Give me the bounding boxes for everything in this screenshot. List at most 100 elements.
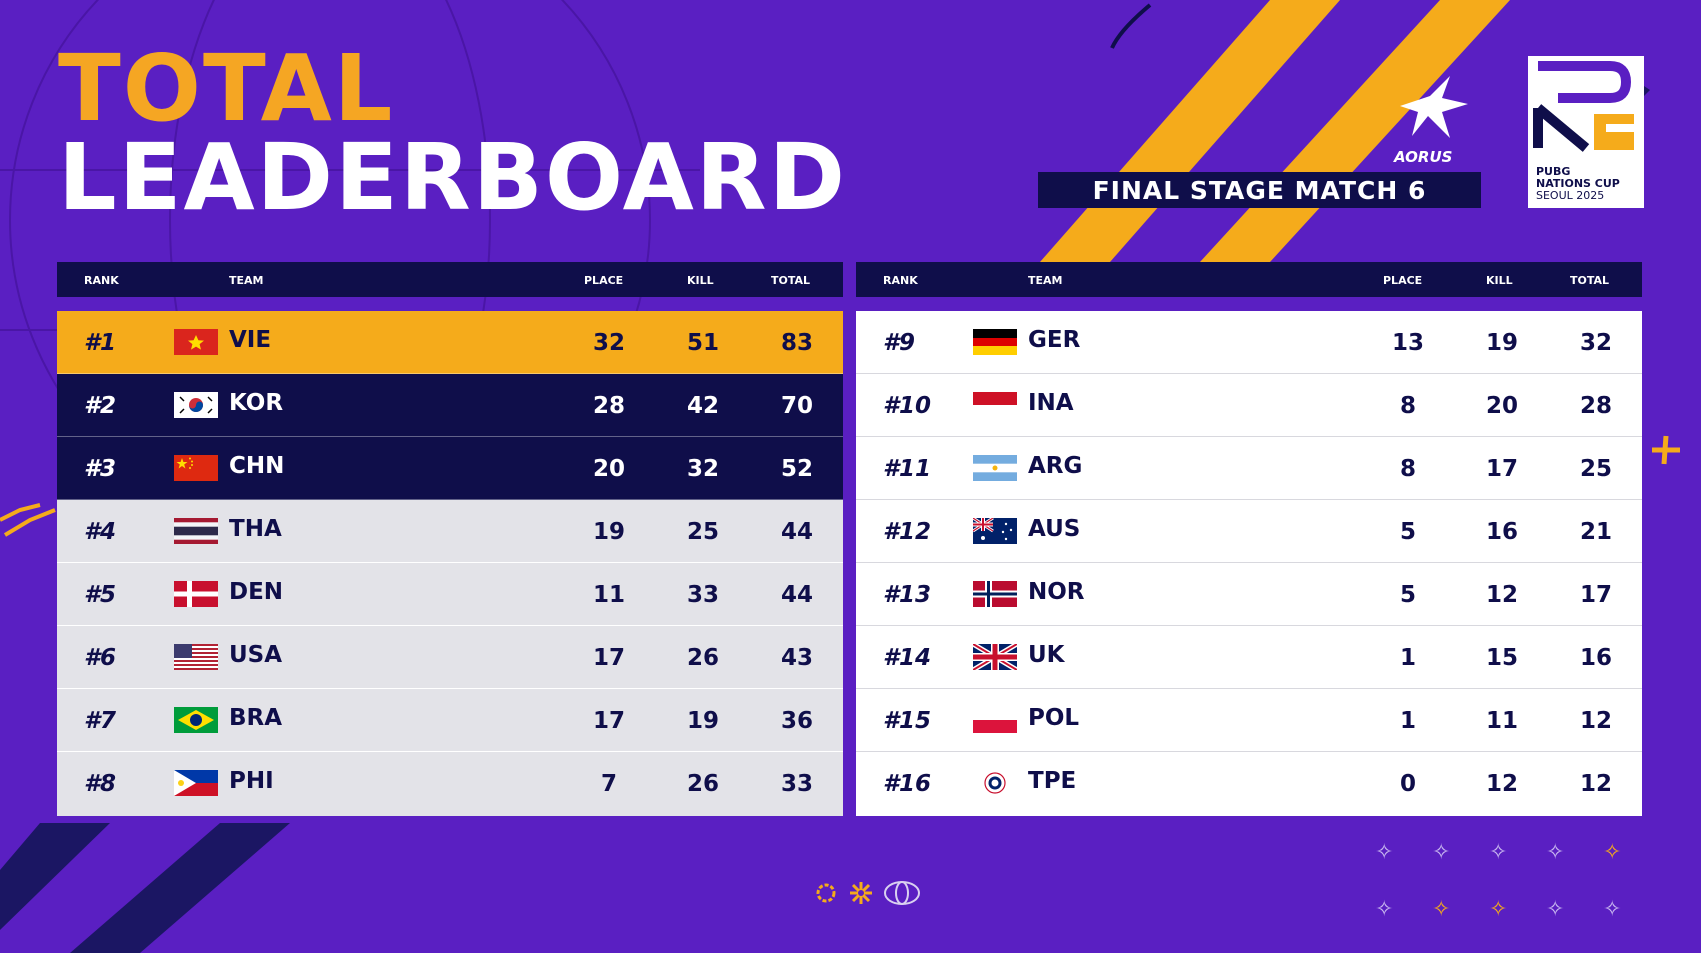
place-cell: 20 xyxy=(592,456,625,482)
rank-cell: #9 xyxy=(883,330,916,356)
table-row: #2 KOR 28 42 70 xyxy=(57,374,843,437)
total-cell: 21 xyxy=(1579,519,1612,545)
rank-cell: #6 xyxy=(84,645,117,671)
rank-cell: #4 xyxy=(84,519,117,545)
team-cell: KOR xyxy=(229,390,284,416)
poland-flag-icon xyxy=(973,707,1017,733)
kill-cell: 20 xyxy=(1485,393,1518,419)
rank-cell: #8 xyxy=(84,771,117,797)
australia-flag-icon xyxy=(973,518,1017,544)
denmark-flag-icon xyxy=(174,581,218,607)
norway-flag-icon xyxy=(973,581,1017,607)
place-cell: 11 xyxy=(592,582,625,608)
total-cell: 44 xyxy=(780,582,813,608)
table-row: #10 INA 8 20 28 xyxy=(856,374,1642,437)
team-cell: THA xyxy=(229,516,282,542)
place-cell: 7 xyxy=(600,771,617,797)
kill-cell: 12 xyxy=(1485,582,1518,608)
place-cell: 5 xyxy=(1399,519,1416,545)
title-line-total: TOTAL xyxy=(58,35,395,142)
sparkle-icon: ✧ xyxy=(1546,840,1565,865)
kill-cell: 32 xyxy=(686,456,719,482)
kill-cell: 12 xyxy=(1485,771,1518,797)
team-cell: VIE xyxy=(229,327,272,353)
team-cell: BRA xyxy=(229,705,283,731)
vietnam-flag-icon xyxy=(174,329,218,355)
kill-cell: 26 xyxy=(686,771,719,797)
rank-cell: #13 xyxy=(883,582,932,608)
team-cell: GER xyxy=(1028,327,1081,353)
china-flag-icon xyxy=(174,455,218,481)
table-header: RANK TEAM PLACE KILL TOTAL xyxy=(57,262,843,297)
rank-cell: #1 xyxy=(84,330,117,356)
kill-cell: 17 xyxy=(1485,456,1518,482)
sparkle-icon: ✧ xyxy=(1375,897,1394,922)
team-cell: PHI xyxy=(229,768,274,794)
sparkle-icon: ✧ xyxy=(1432,840,1451,865)
team-cell: POL xyxy=(1028,705,1080,731)
table-row: #8 PHI 7 26 33 xyxy=(57,752,843,816)
burst-icon xyxy=(848,880,874,910)
table-row: #4 THA 19 25 44 xyxy=(57,500,843,563)
total-cell: 52 xyxy=(780,456,813,482)
place-cell: 17 xyxy=(592,708,625,734)
kill-cell: 16 xyxy=(1485,519,1518,545)
leaderboard-right: RANK TEAM PLACE KILL TOTAL #9 GER 13 19 … xyxy=(856,262,1642,816)
rank-cell: #11 xyxy=(883,456,932,482)
rank-cell: #2 xyxy=(84,393,117,419)
total-cell: 17 xyxy=(1579,582,1612,608)
header-rank: RANK xyxy=(84,274,119,287)
team-cell: CHN xyxy=(229,453,285,479)
sparkle-icon: ✧ xyxy=(1489,897,1508,922)
team-cell: DEN xyxy=(229,579,284,605)
kill-cell: 19 xyxy=(1485,330,1518,356)
sparkle-icon: ✧ xyxy=(1432,897,1451,922)
total-cell: 36 xyxy=(780,708,813,734)
place-cell: 8 xyxy=(1399,456,1416,482)
table-row: #13 NOR 5 12 17 xyxy=(856,563,1642,626)
pubg-nations-cup-logo: PUBG NATIONS CUP SEOUL 2025 xyxy=(1528,56,1644,208)
header-rank: RANK xyxy=(883,274,918,287)
table-row: #16 TPE 0 12 12 xyxy=(856,752,1642,816)
title-line-leaderboard: LEADERBOARD xyxy=(58,124,847,231)
uk-flag-icon xyxy=(973,644,1017,670)
rank-cell: #16 xyxy=(883,771,932,797)
total-cell: 28 xyxy=(1579,393,1612,419)
total-cell: 25 xyxy=(1579,456,1612,482)
total-cell: 16 xyxy=(1579,645,1612,671)
team-cell: UK xyxy=(1028,642,1065,668)
header-place: PLACE xyxy=(1383,274,1423,287)
place-cell: 28 xyxy=(592,393,625,419)
team-cell: USA xyxy=(229,642,283,668)
total-cell: 70 xyxy=(780,393,813,419)
total-cell: 12 xyxy=(1579,771,1612,797)
place-cell: 32 xyxy=(592,330,625,356)
argentina-flag-icon xyxy=(973,455,1017,481)
total-cell: 44 xyxy=(780,519,813,545)
total-cell: 33 xyxy=(780,771,813,797)
philippines-flag-icon xyxy=(174,770,218,796)
team-cell: TPE xyxy=(1028,768,1077,794)
kill-cell: 42 xyxy=(686,393,719,419)
sun-icon xyxy=(813,880,839,910)
place-cell: 17 xyxy=(592,645,625,671)
total-cell: 83 xyxy=(780,330,813,356)
place-cell: 19 xyxy=(592,519,625,545)
indonesia-flag-icon xyxy=(973,392,1017,418)
place-cell: 13 xyxy=(1391,330,1424,356)
team-cell: AUS xyxy=(1028,516,1081,542)
table-row: #12 AUS 5 16 21 xyxy=(856,500,1642,563)
aorus-logo: AORUS xyxy=(1390,76,1474,168)
pnc-emblem-icon xyxy=(1533,61,1634,152)
place-cell: 1 xyxy=(1399,645,1416,671)
sparkle-icon: ✧ xyxy=(1489,840,1508,865)
sparkle-icon: ✧ xyxy=(1546,897,1565,922)
pnc-logo-text: PUBG NATIONS CUP SEOUL 2025 xyxy=(1536,165,1620,202)
table-row: #6 USA 17 26 43 xyxy=(57,626,843,689)
rank-cell: #5 xyxy=(84,582,117,608)
team-cell: INA xyxy=(1028,390,1074,416)
germany-flag-icon xyxy=(973,329,1017,355)
aorus-logo-text: AORUS xyxy=(1394,148,1453,166)
table-row: #5 DEN 11 33 44 xyxy=(57,563,843,626)
globe-icon xyxy=(883,880,921,910)
